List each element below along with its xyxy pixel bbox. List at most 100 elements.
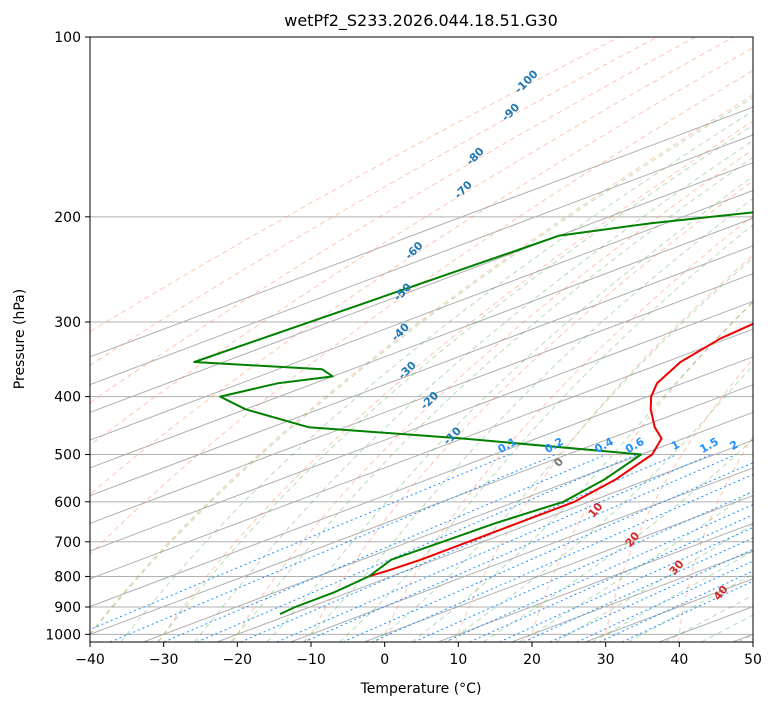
dry-adiabat--90: [90, 37, 658, 366]
mixing-ratio-line-7: [342, 462, 753, 642]
moist-adiabat--30: [157, 124, 753, 642]
moist-adiabat-25: [555, 523, 753, 642]
mixing-ratio-line-16: [599, 570, 753, 642]
gridlines: [90, 37, 753, 642]
y-tick-label: 100: [54, 30, 81, 46]
profile-series: [193, 211, 753, 616]
isotherm--70: [90, 300, 753, 552]
y-tick-label: 1000: [45, 627, 81, 643]
mixing-ratio-line-1: [110, 454, 556, 642]
y-tick-label: 800: [54, 569, 81, 585]
x-tick-label: −40: [75, 652, 105, 668]
isotherm--30: [143, 411, 753, 642]
moist-adiabat-40: [664, 594, 753, 642]
x-tick-label: −30: [149, 652, 179, 668]
x-axis-ticks: −40 −30 −20 −10 0 10 20 30 40 50: [75, 642, 762, 668]
y-tick-label: 300: [54, 315, 81, 331]
isotherm--80: [90, 273, 753, 524]
x-tick-label: 0: [380, 652, 389, 668]
mixing-ratio-line-17: [621, 580, 753, 642]
moist-adiabat--15: [266, 175, 753, 642]
mixing-ratio-label: 3: [764, 438, 775, 453]
isotherm--130: [90, 134, 753, 386]
isotherm--10: [290, 467, 753, 642]
mixing-ratio-line-0: [90, 454, 510, 631]
moist-adiabat-label: 30: [667, 557, 687, 577]
y-tick-label: 400: [54, 390, 81, 406]
dry-adiabat-label: -40: [389, 320, 412, 343]
isotherm--50: [90, 356, 753, 608]
isotherm--90: [90, 245, 753, 497]
dry-adiabat-label: -10: [441, 424, 464, 447]
series-line-0: [368, 322, 753, 578]
dry-adiabat--50: [90, 69, 753, 556]
chart-title: wetPf2_S233.2026.044.18.51.G30: [284, 11, 558, 31]
dry-adiabat-20: [529, 300, 753, 642]
isotherm--40: [90, 384, 753, 635]
dry-adiabats: [90, 37, 753, 642]
mixing-ratio-line-12: [499, 526, 753, 642]
moist-adiabat--35: [120, 110, 753, 642]
y-axis-ticks: 100 200 300 400 500 600 700 800 900 1000: [45, 30, 90, 643]
dry-adiabat-10: [455, 254, 753, 642]
dry-adiabat--60: [90, 47, 753, 496]
y-tick-label: 500: [54, 448, 81, 464]
dry-adiabat--70: [90, 37, 734, 446]
dry-adiabat--40: [90, 94, 753, 636]
dry-adiabat-30: [603, 357, 753, 642]
moist-adiabat--20: [230, 156, 753, 642]
isotherm--140: [90, 106, 753, 358]
plot-frame: [89, 36, 754, 643]
mixing-ratio-line-2: [163, 454, 606, 642]
isotherm-20: [511, 550, 753, 642]
isotherm--110: [90, 189, 753, 441]
dry-adiabat-label: -60: [402, 239, 425, 262]
isotherm--60: [90, 328, 753, 580]
x-tick-label: 10: [449, 652, 467, 668]
moist-adiabat-45: [701, 614, 753, 642]
y-tick-label: 600: [54, 495, 81, 511]
isotherm--100: [90, 217, 753, 469]
moist-adiabat-label: 10: [586, 500, 606, 520]
x-tick-label: −20: [223, 652, 253, 668]
isotherm--20: [216, 439, 753, 642]
dry-adiabat-50: [752, 623, 753, 642]
mixing-ratio-line-15: [576, 560, 753, 642]
mixing-ratio-line-4: [240, 454, 678, 642]
dry-adiabat-label: -30: [396, 359, 419, 382]
dry-adiabat-label: -100: [512, 67, 541, 96]
mixing-ratio-line-10: [444, 504, 753, 642]
moist-adiabat--40: [90, 96, 753, 636]
mixing-ratio-line-9: [413, 491, 753, 642]
y-axis-label: Pressure (hPa): [12, 289, 28, 389]
y-tick-label: 200: [54, 210, 81, 226]
x-tick-label: 50: [744, 652, 762, 668]
x-tick-label: 30: [597, 652, 615, 668]
isotherm-0: [364, 495, 753, 642]
moist-adiabat-10: [447, 364, 753, 642]
moist-adiabat-label: 40: [711, 583, 731, 603]
moist-adiabats: [90, 96, 753, 642]
mixing-ratio-line-5: [276, 454, 712, 642]
moist-adiabat-15: [483, 438, 753, 642]
dry-adiabat--30: [158, 120, 753, 642]
moist-adiabat--25: [193, 139, 753, 642]
y-tick-label: 900: [54, 600, 81, 616]
mixing-ratio-line-13: [523, 537, 753, 642]
series-line-1: [193, 211, 753, 616]
isotherm-50: [732, 633, 753, 642]
mixing-ratio-line-3: [196, 454, 637, 642]
moist-adiabat-label: 20: [623, 529, 643, 549]
x-axis-label: Temperature (°C): [360, 681, 482, 697]
moist-adiabat--10: [303, 197, 753, 642]
line-labels: 0.10.20.40.611.52346810131620253036-100-…: [389, 67, 775, 603]
mixing-ratio-line-14: [549, 548, 753, 642]
dry-adiabat--100: [90, 37, 620, 333]
x-tick-label: −10: [296, 652, 326, 668]
mixing-ratio-line-8: [371, 473, 753, 642]
mixing-ratio-line-6: [303, 454, 737, 642]
moist-adiabat-0: [375, 257, 753, 642]
moist-adiabat-30: [591, 550, 753, 642]
x-tick-label: 20: [523, 652, 541, 668]
mixing-ratio-label: 1.5: [698, 435, 721, 456]
